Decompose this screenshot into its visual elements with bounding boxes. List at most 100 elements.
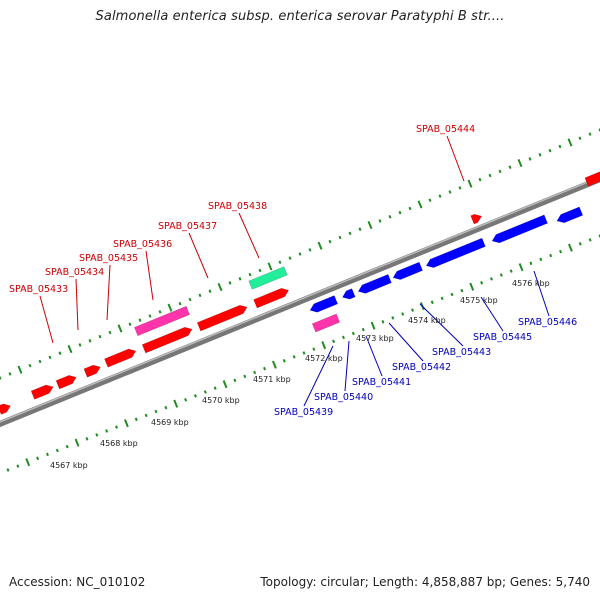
lower-tick [74,438,80,447]
gene-label-spab-05442[interactable]: SPAB_05442 [392,362,451,373]
lower-tick [430,300,434,305]
lower-tick [85,437,89,441]
lower-tick [154,409,158,414]
gene-arrow-rev-shape [309,295,338,313]
lower-tick [401,312,405,316]
upper-tick [298,252,302,256]
upper-tick [498,169,502,174]
gene-arrow-rev [357,274,392,294]
lower-tick [450,292,454,297]
upper-tick [367,220,373,230]
gene-label-spab-05440[interactable]: SPAB_05440 [314,392,373,403]
upper-tick [128,322,132,327]
leader-spab-05439 [303,345,334,407]
lower-tick [213,386,217,390]
lower-tick [233,378,237,383]
leader-spab-05441 [365,335,383,377]
upper-tick [508,165,512,169]
lower-tick [411,308,415,312]
gene-label-spab-05446[interactable]: SPAB_05446 [518,317,577,328]
lower-tick [440,296,444,301]
leader-spab-05444 [446,135,465,182]
gene-label-spab-05438[interactable]: SPAB_05438 [208,201,267,212]
upper-tick [478,177,482,182]
upper-tick [167,303,173,312]
gene-features [0,171,600,415]
gene-rna-shape [311,313,341,333]
lower-tick [302,351,306,355]
lower-tick [134,417,138,422]
lower-tick [173,399,179,408]
upper-tick [378,219,382,223]
gene-arrow-fwd [104,348,137,368]
gene-arrow-fwd-shape [253,288,290,309]
lower-tick [529,261,533,266]
upper-tick [467,179,473,188]
lower-tick [36,456,40,461]
gene-arrow-rev [342,288,356,300]
gene-label-spab-05435[interactable]: SPAB_05435 [79,253,138,264]
genome-summary-text: Topology: circular; Length: 4,858,887 bp… [260,575,590,589]
upper-tick [288,256,292,260]
gene-arrow-fwd-shape [83,364,101,378]
upper-tick [278,260,282,265]
upper-tick [528,157,532,161]
gene-highlight-shape [248,266,288,290]
lower-tick [164,405,168,410]
gene-arrow-fwd [196,305,248,332]
lower-tick [282,359,286,363]
gene-arrow-rev-shape [491,214,548,244]
gene-label-spab-05437[interactable]: SPAB_05437 [158,221,217,232]
gene-label-spab-05445[interactable]: SPAB_05445 [473,332,532,343]
gene-label-spab-05441[interactable]: SPAB_05441 [352,377,411,388]
gene-label-spab-05444[interactable]: SPAB_05444 [416,124,475,135]
upper-tick [38,359,42,364]
gene-arrow-rev-shape [425,237,486,268]
upper-tick [438,194,442,198]
scale-label-4570: 4570 kbp [202,396,240,405]
lower-tick [370,321,376,330]
leader-spab-05437 [188,232,209,279]
lower-tick [460,288,464,293]
gene-arrow-fwd-shape [470,213,483,225]
genome-backbone-highlight [0,176,600,423]
upper-tick [158,310,162,314]
upper-tick [0,376,2,380]
lower-tick [489,277,493,281]
lower-tick [6,468,10,472]
lower-tick [480,281,484,285]
gene-arrow-fwd-shape [0,403,11,415]
upper-tick [8,372,12,376]
gene-arrow-fwd [0,403,11,415]
scale-label-4574: 4574 kbp [408,316,446,325]
lower-tick [499,273,503,277]
gene-arrow-fwd [141,327,193,354]
leader-spab-05442 [388,322,424,362]
lower-tick [578,242,582,246]
gene-arrow-rev [425,237,486,268]
upper-tick [148,314,152,318]
gene-label-spab-05434[interactable]: SPAB_05434 [45,267,104,278]
gene-label-spab-05433[interactable]: SPAB_05433 [9,284,68,295]
lower-tick [193,394,197,398]
lower-tick [341,335,345,340]
gene-arrow-rev-shape [392,261,423,280]
scale-label-4576: 4576 kbp [512,279,550,288]
gene-label-spab-05436[interactable]: SPAB_05436 [113,239,172,250]
gene-label-spab-05439[interactable]: SPAB_05439 [274,407,333,418]
upper-tick [198,293,202,298]
gene-rna [311,313,341,333]
upper-tick [88,339,92,343]
gene-arrow-fwd [470,213,483,225]
lower-tick [381,320,385,324]
scale-label-4572: 4572 kbp [305,354,343,363]
lower-tick [184,398,188,402]
gene-label-spab-05443[interactable]: SPAB_05443 [432,347,491,358]
label-leader-lines [39,135,550,407]
lower-tick [222,380,228,389]
upper-tick [538,153,542,157]
lower-tick [45,452,49,457]
lower-tick [351,331,355,336]
lower-tick [559,249,563,254]
